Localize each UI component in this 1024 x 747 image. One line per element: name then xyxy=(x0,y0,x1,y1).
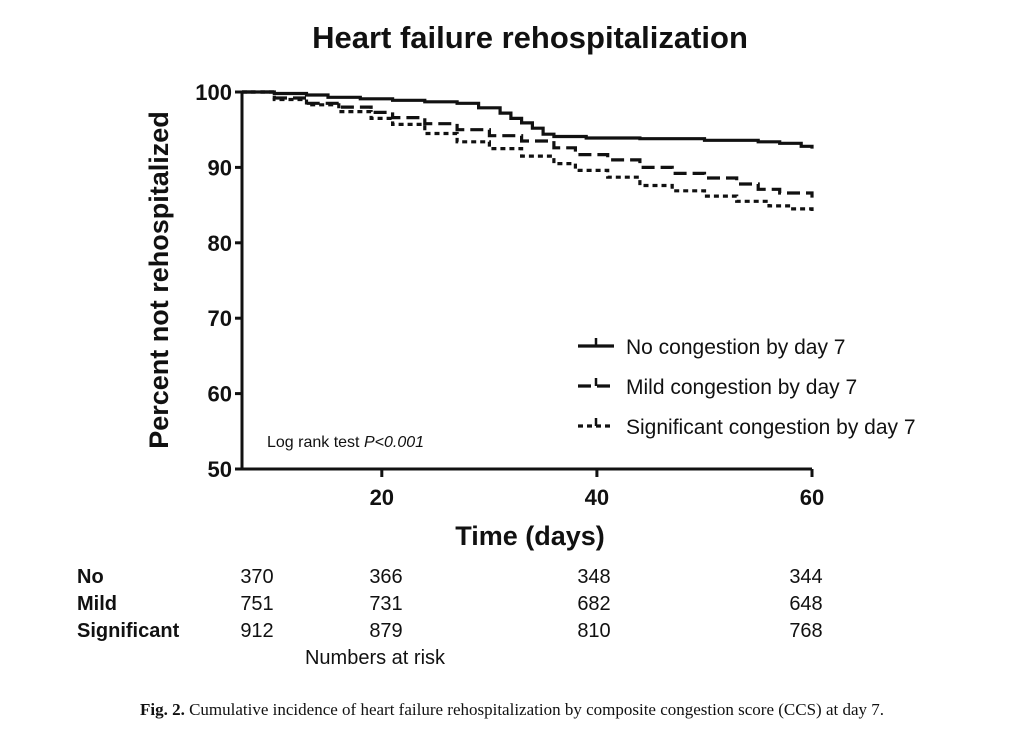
risk-value: 768 xyxy=(789,620,822,642)
x-tick-label-60: 60 xyxy=(800,485,824,510)
log-rank-p-value: P<0.001 xyxy=(364,434,424,451)
risk-value: 879 xyxy=(369,620,402,642)
y-axis-title: Percent not rehospitalized xyxy=(144,111,174,449)
risk-value: 810 xyxy=(577,620,610,642)
risk-table-title: Numbers at risk xyxy=(305,647,446,669)
legend-label-solid: No congestion by day 7 xyxy=(626,336,845,359)
series-line-dashed xyxy=(242,90,814,198)
risk-value: 348 xyxy=(577,566,610,588)
y-tick-label-100: 100 xyxy=(195,80,232,105)
risk-value: 682 xyxy=(577,593,610,615)
risk-value: 370 xyxy=(240,566,273,588)
legend: No congestion by day 7 Mild congestion by… xyxy=(578,336,916,439)
y-tick-label-90: 90 xyxy=(208,155,232,180)
figure-caption-text: Cumulative incidence of heart failure re… xyxy=(184,700,885,719)
y-tick-label-80: 80 xyxy=(208,231,232,256)
series-line-solid xyxy=(242,90,814,149)
log-rank-annotation: Log rank test P<0.001 xyxy=(267,434,424,451)
numbers-at-risk-table: No 370 366 348 344 Mild 751 731 682 648 Significan… xyxy=(77,566,823,669)
km-chart: Heart failure rehospitalization Percent … xyxy=(77,20,916,669)
x-axis-title: Time (days) xyxy=(455,521,605,551)
figure-label: Fig. 2. xyxy=(139,700,185,719)
x-tick-label-20: 20 xyxy=(370,485,394,510)
chart-title: Heart failure rehospitalization xyxy=(312,20,748,55)
x-tick-label-40: 40 xyxy=(585,485,609,510)
risk-value: 344 xyxy=(789,566,822,588)
y-tick-label-50: 50 xyxy=(208,457,232,482)
risk-value: 912 xyxy=(240,620,273,642)
y-tick-label-70: 70 xyxy=(208,306,232,331)
log-rank-label: Log rank test xyxy=(267,434,364,451)
axes: 50 60 70 80 90 100 20 40 60 xyxy=(195,80,824,510)
risk-row-label: Mild xyxy=(77,593,117,615)
risk-row-label: Significant xyxy=(77,620,180,642)
risk-value: 648 xyxy=(789,593,822,615)
legend-label-dashed: Mild congestion by day 7 xyxy=(626,376,857,399)
figure-caption: Fig. 2. Cumulative incidence of heart fa… xyxy=(0,700,1024,720)
series-line-dotted xyxy=(242,90,814,213)
survival-curves xyxy=(242,90,814,213)
legend-label-dotted: Significant congestion by day 7 xyxy=(626,416,916,439)
risk-value: 751 xyxy=(240,593,273,615)
risk-row-label: No xyxy=(77,566,104,588)
risk-value: 366 xyxy=(369,566,402,588)
risk-value: 731 xyxy=(369,593,402,615)
y-tick-label-60: 60 xyxy=(208,382,232,407)
